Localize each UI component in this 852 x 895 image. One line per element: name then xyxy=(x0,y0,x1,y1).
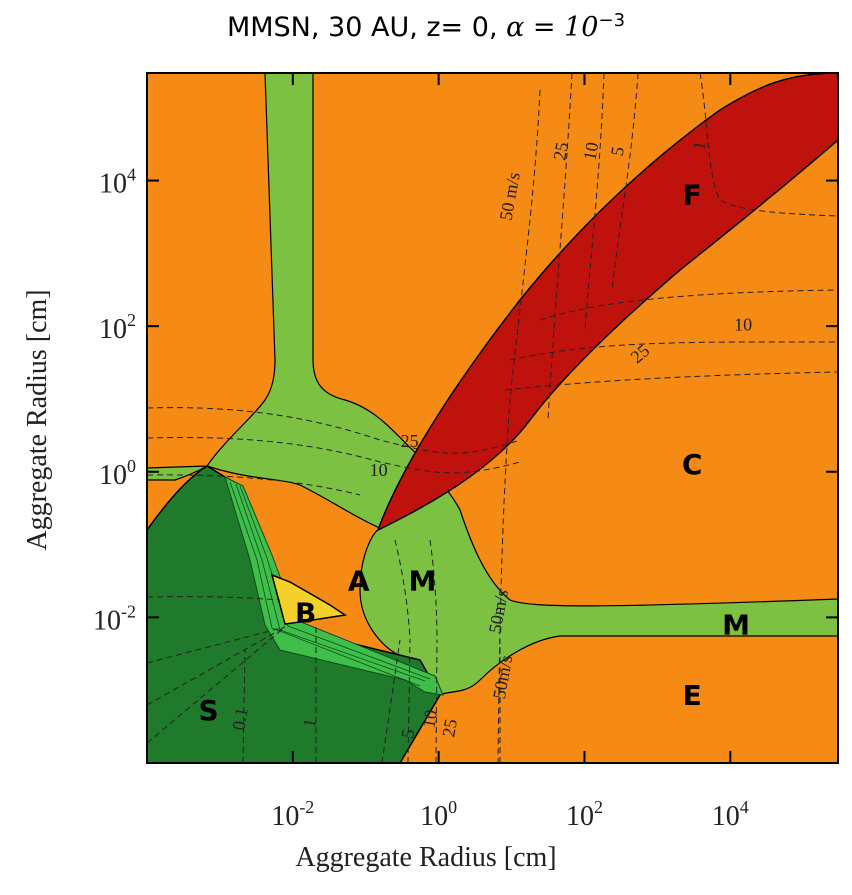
region-label-F: F xyxy=(683,179,702,212)
chart-title: MMSN, 30 AU, z= 0, α = 10−3 xyxy=(0,10,852,43)
contour-label: 1 xyxy=(689,139,710,151)
title-text: MMSN, 30 AU, z= 0, xyxy=(226,12,507,43)
region-bouncing-transition xyxy=(224,476,444,696)
region-bouncing xyxy=(270,573,348,625)
contour-label: 0.1 xyxy=(228,706,252,732)
y-tick-label: 104 xyxy=(99,165,136,200)
x-tick-label: 10-2 xyxy=(271,797,314,832)
contour-label: 10 xyxy=(418,708,441,729)
plot-frame xyxy=(146,72,839,764)
plot-area: 50 m/s25 10 5 11025251050m/s50m/s2510510.1 … xyxy=(147,73,838,763)
region-label-S: S xyxy=(199,694,219,727)
region-label-A: A xyxy=(348,565,370,598)
x-tick-label: 102 xyxy=(566,797,603,832)
contour-label: 1 xyxy=(299,717,320,729)
title-alpha: α = 10 xyxy=(506,12,599,43)
title-alpha-exponent: −3 xyxy=(598,10,626,31)
x-tick-label: 104 xyxy=(712,797,749,832)
region-label-M: M xyxy=(409,565,437,598)
region-label-B: B xyxy=(295,596,316,629)
contour-label: 25 xyxy=(438,717,461,738)
contour-label: 10 xyxy=(734,314,752,334)
y-tick-label: 10-2 xyxy=(93,601,136,636)
region-labels: S BA M M F C E xyxy=(199,179,750,727)
y-tick-label: 100 xyxy=(99,456,136,491)
y-tick-label: 102 xyxy=(99,310,136,345)
contour-label: 5 xyxy=(607,145,628,157)
x-axis: 10-2 100 102 104 xyxy=(271,73,749,832)
region-label-C: C xyxy=(682,448,703,481)
contour-label: 5 xyxy=(397,728,418,740)
x-axis-label: Aggregate Radius [cm] xyxy=(295,842,557,873)
contour-label: 10 xyxy=(370,460,388,480)
velocity-contours xyxy=(147,73,838,763)
contour-label: 25 xyxy=(549,141,572,162)
y-axis: 10-2 100 102 104 xyxy=(93,165,838,636)
contour-label: 10 xyxy=(580,141,603,162)
contour-label: 25 xyxy=(401,431,419,451)
y-axis-label: Aggregate Radius [cm] xyxy=(22,289,53,551)
x-tick-label: 100 xyxy=(420,797,457,832)
region-label-M: M xyxy=(722,608,750,641)
region-label-E: E xyxy=(683,679,702,712)
